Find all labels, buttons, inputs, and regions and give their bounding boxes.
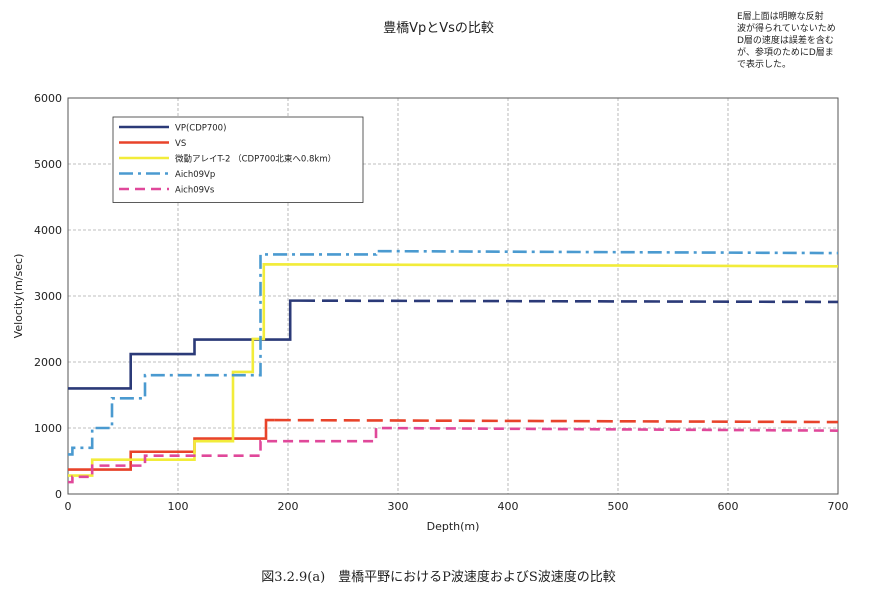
legend-label: VS: [175, 139, 186, 149]
x-tick-label: 0: [65, 500, 72, 513]
figure-caption: 図3.2.9(a) 豊橋平野におけるP波速度およびS波速度の比較: [261, 570, 616, 585]
series-line-1-solid: [68, 299, 299, 390]
y-tick-label: 2000: [34, 356, 62, 369]
legend-label: Aich09Vp: [175, 170, 215, 180]
series-line-2-dashed: [274, 418, 839, 424]
y-tick-label: 3000: [34, 290, 62, 303]
x-axis-label: Depth(m): [427, 520, 480, 533]
x-tick-label: 500: [608, 500, 629, 513]
x-tick-label: 700: [828, 500, 849, 513]
x-tick-label: 400: [498, 500, 519, 513]
chart-title: 豊橋VpとVsの比較: [383, 21, 494, 36]
y-tick-label: 5000: [34, 158, 62, 171]
tick-labels: 0 100 200 300 400 500 600 700 0 1000 2000 3000 4000 5…: [34, 92, 849, 513]
x-tick-label: 100: [168, 500, 189, 513]
legend: VP(CDP700) VS 微動アレイT-2 （CDP700北東へ0.8km） Aic…: [112, 116, 364, 203]
legend-label: Aich09Vs: [175, 186, 215, 196]
legend-label: VP(CDP700): [175, 124, 226, 134]
series-line-3: [68, 263, 839, 477]
x-tick-label: 600: [718, 500, 739, 513]
x-tick-label: 200: [278, 500, 299, 513]
legend-label: 微動アレイT-2 （CDP700北東へ0.8km）: [175, 154, 336, 165]
y-tick-label: 0: [55, 488, 62, 501]
annotation-note: E層上面は明瞭な反射 波が得られていないため D層の速度は誤差を含む が、参項の…: [737, 12, 836, 70]
y-tick-label: 4000: [34, 224, 62, 237]
y-tick-label: 6000: [34, 92, 62, 105]
series-line-5: [68, 426, 839, 484]
series-line-4: [68, 249, 839, 456]
series-layer: [68, 249, 839, 484]
y-tick-label: 1000: [34, 422, 62, 435]
x-tick-label: 300: [388, 500, 409, 513]
series-line-1-dashed: [298, 299, 839, 304]
y-axis-label: Velocity(m/sec): [12, 254, 25, 339]
plot-frame: [67, 97, 839, 495]
